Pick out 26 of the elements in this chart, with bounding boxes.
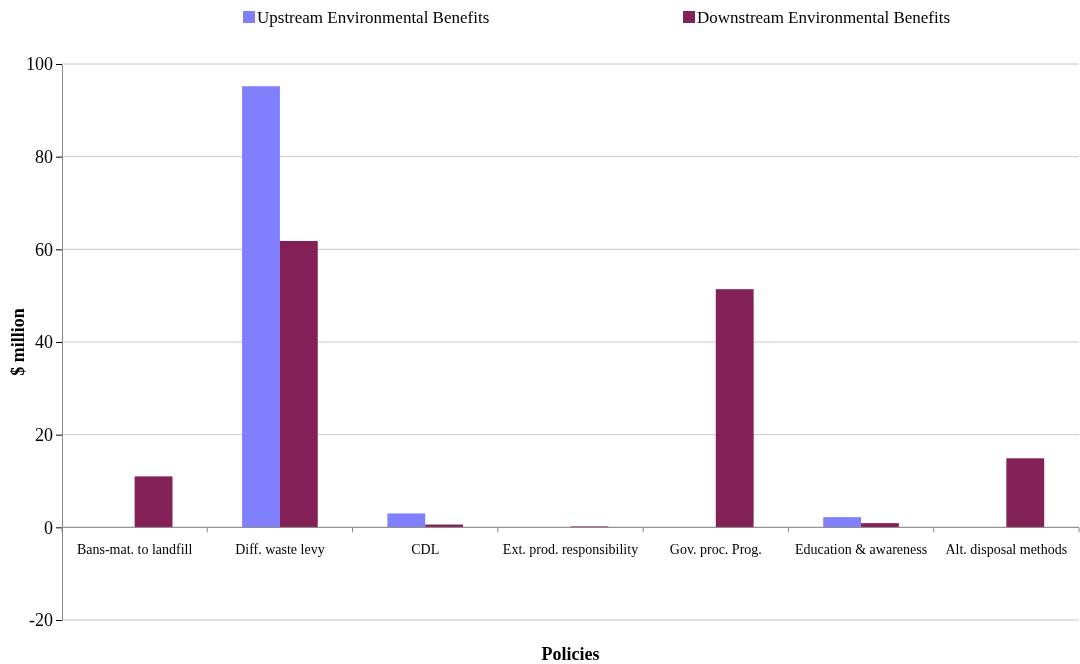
y-tick-label: 40 [35,332,53,353]
bar [387,513,426,528]
y-tick-label: 0 [44,517,53,538]
y-tick-label: 80 [35,146,53,167]
y-tick-label: 100 [26,54,53,75]
bar [242,86,280,528]
x-tick-label: Ext. prod. responsibility [502,542,639,558]
bar [823,517,862,528]
x-tick-label: Education & awareness [794,542,928,558]
y-tick-label: -20 [29,610,53,631]
x-tick-label: Gov. proc. Prog. [669,542,762,558]
bar [715,289,754,528]
bar [134,476,173,528]
x-tick-label: CDL [411,542,440,558]
bar [279,240,318,528]
y-tick-label: 60 [35,239,53,260]
y-tick-label: 20 [35,424,53,445]
bar [861,523,899,528]
y-axis-title: $ million [8,308,28,376]
bar [1006,458,1045,528]
x-axis-title: Policies [541,644,600,664]
x-tick-label: Diff. waste levy [235,542,325,558]
x-tick-label: Bans-mat. to landfill [76,542,193,558]
legend-label: Downstream Environmental Benefits [697,8,951,27]
legend-label: Upstream Environmental Benefits [257,8,490,27]
x-tick-label: Alt. disposal methods [945,542,1068,558]
